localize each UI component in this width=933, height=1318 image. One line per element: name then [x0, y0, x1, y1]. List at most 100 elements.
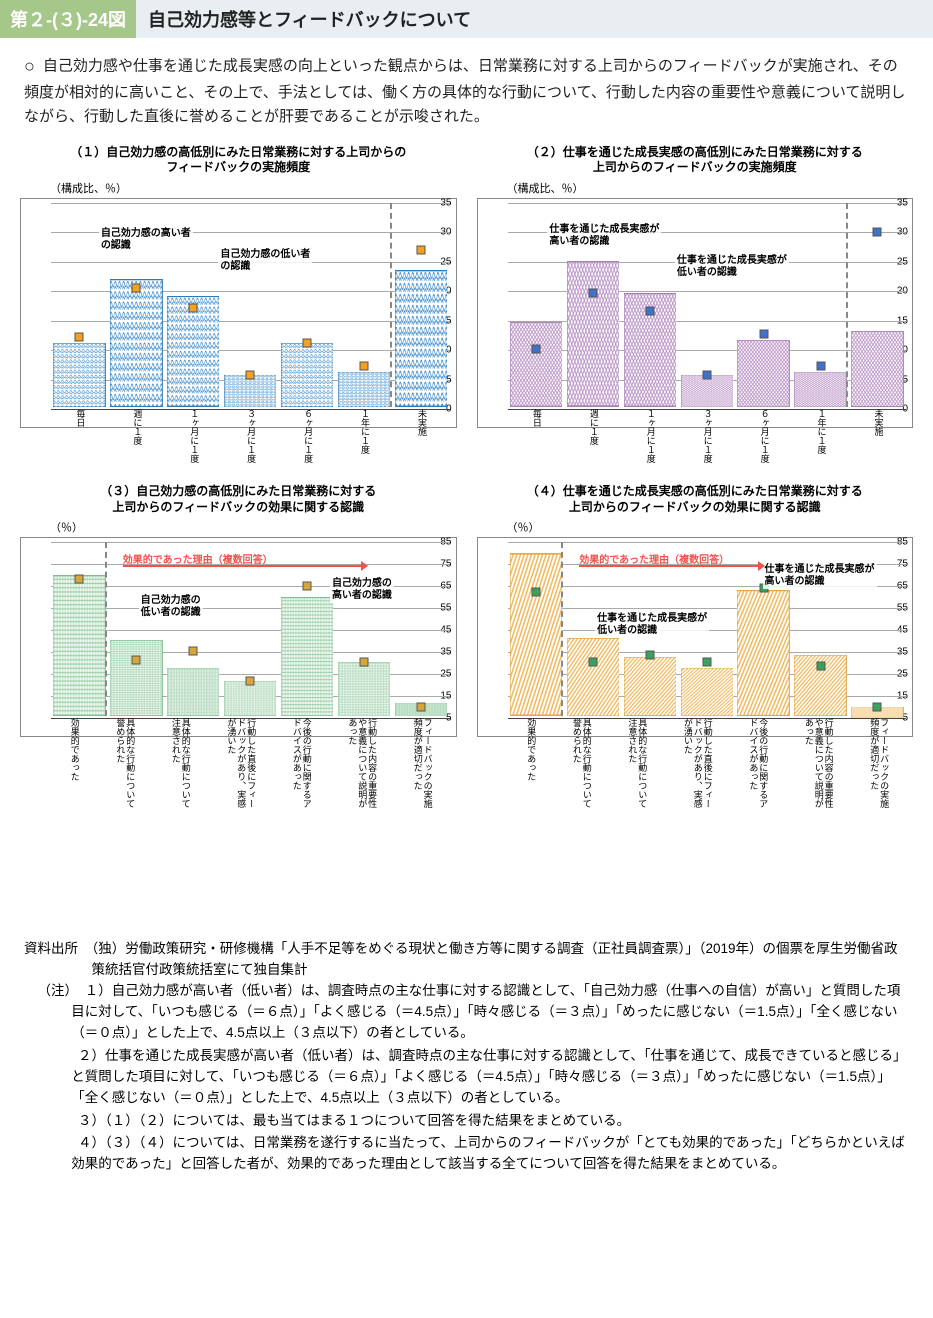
annotation: 自己効力感の高い者の認識: [99, 227, 193, 253]
x-label: 毎日: [531, 409, 541, 469]
marker: [873, 703, 882, 712]
marker: [531, 344, 540, 353]
annotation: 仕事を通じた成長実感が低い者の認識: [675, 254, 789, 280]
x-label: 具体的な行動について誉められた: [571, 718, 591, 808]
x-label: 行動した直後にフィードバックがあり、実感が湧いた: [226, 718, 256, 808]
x-label: 週に１度: [588, 409, 598, 469]
bar: [224, 681, 276, 716]
marker: [246, 370, 255, 379]
bar: [53, 575, 105, 716]
x-label: 具体的な行動について注意された: [627, 718, 647, 808]
x-label: フィードバックの実施頻度が適切だった: [412, 718, 432, 808]
intro-text: ○自己効力感や仕事を通じた成長実感の向上といった観点からは、日常業務に対する上司…: [0, 38, 933, 137]
x-label: １年に１度: [816, 409, 826, 469]
marker: [360, 657, 369, 666]
figure-number: 第２-(３)-24図: [0, 0, 136, 38]
bar: [110, 640, 162, 716]
bar: [737, 590, 789, 716]
marker: [189, 303, 198, 312]
marker: [360, 362, 369, 371]
bar: [167, 296, 219, 407]
x-label: 今後の行動に関するアドバイスがあった: [291, 718, 311, 808]
note-2: ２）仕事を通じた成長実感が高い者（低い者）は、調査時点の主な仕事に対する認識とし…: [71, 1046, 909, 1109]
x-label: ３ヶ月に１度: [702, 409, 712, 469]
marker: [759, 330, 768, 339]
red-arrow-label: 効果的であった理由（複数回答）: [579, 551, 729, 566]
chart-3: （３）自己効力感の高低別にみた日常業務に対する上司からのフィードバックの効果に関…: [20, 484, 457, 829]
annotation: 仕事を通じた成長実感が高い者の認識: [763, 563, 877, 589]
charts-grid: （１）自己効力感の高低別にみた日常業務に対する上司からのフィードバックの実施頻度…: [0, 137, 933, 837]
x-label: ６ヶ月に１度: [302, 409, 312, 469]
chart-1: （１）自己効力感の高低別にみた日常業務に対する上司からのフィードバックの実施頻度…: [20, 145, 457, 474]
x-label: 未実施: [416, 409, 426, 469]
chart-ylabel: （％）: [507, 519, 914, 535]
bar: [167, 668, 219, 716]
note-4: ４）（３）（４）については、日常業務を遂行するに当たって、上司からのフィードバッ…: [71, 1133, 909, 1175]
marker: [531, 588, 540, 597]
x-label: １ヶ月に１度: [188, 409, 198, 469]
x-label: 具体的な行動について誉められた: [114, 718, 134, 808]
chart-ylabel: （構成比、％）: [50, 180, 457, 196]
x-label: ３ヶ月に１度: [245, 409, 255, 469]
chart-ylabel: （構成比、％）: [507, 180, 914, 196]
bar: [567, 261, 619, 407]
bar: [510, 553, 562, 716]
marker: [645, 651, 654, 660]
bar: [737, 340, 789, 407]
marker: [416, 245, 425, 254]
bar: [338, 662, 390, 716]
marker: [645, 306, 654, 315]
bar: [624, 657, 676, 716]
x-label: 行動した内容の重要性や意義について説明があった: [803, 718, 833, 808]
bar: [851, 331, 903, 407]
bar: [567, 638, 619, 716]
x-label: 行動した内容の重要性や意義について説明があった: [346, 718, 376, 808]
bar: [338, 372, 390, 407]
x-label: フィードバックの実施頻度が適切だった: [868, 718, 888, 808]
figure-title: 自己効力感等とフィードバックについて: [136, 0, 933, 38]
x-label: 効果的であった: [525, 718, 535, 808]
annotation: 自己効力感の高い者の認識: [330, 577, 394, 603]
marker: [246, 677, 255, 686]
bar: [53, 343, 105, 407]
marker: [588, 289, 597, 298]
x-label: 未実施: [873, 409, 883, 469]
note-1: （注） １）自己効力感が高い者（低い者）は、調査時点の主な仕事に対する認識として…: [71, 981, 909, 1044]
x-label: ６ヶ月に１度: [759, 409, 769, 469]
figure-header: 第２-(３)-24図 自己効力感等とフィードバックについて: [0, 0, 933, 38]
marker: [588, 657, 597, 666]
marker: [702, 657, 711, 666]
marker: [75, 333, 84, 342]
bar: [281, 597, 333, 717]
bar: [281, 343, 333, 407]
marker: [189, 646, 198, 655]
marker: [132, 283, 141, 292]
bullet-circle: ○: [24, 56, 35, 76]
annotation: 自己効力感の低い者の認識: [218, 248, 312, 274]
marker: [702, 370, 711, 379]
chart-title: （２）仕事を通じた成長実感の高低別にみた日常業務に対する上司からのフィードバック…: [477, 145, 914, 176]
chart-ylabel: （％）: [50, 519, 457, 535]
intro-body: 自己効力感や仕事を通じた成長実感の向上といった観点からは、日常業務に対する上司か…: [24, 57, 905, 124]
annotation: 仕事を通じた成長実感が低い者の認識: [595, 612, 709, 638]
bar: [395, 270, 447, 407]
bar: [510, 322, 562, 407]
x-label: 行動した直後にフィードバックがあり、実感が湧いた: [682, 718, 712, 808]
x-label: １ヶ月に１度: [645, 409, 655, 469]
marker: [816, 362, 825, 371]
chart-2: （２）仕事を通じた成長実感の高低別にみた日常業務に対する上司からのフィードバック…: [477, 145, 914, 474]
x-label: 今後の行動に関するアドバイスがあった: [747, 718, 767, 808]
marker: [303, 338, 312, 347]
x-label: 毎日: [75, 409, 85, 469]
source-line: 資料出所 （独）労働政策研究・研修機構「人手不足等をめぐる現状と働き方等に関する…: [24, 939, 909, 981]
annotation: 自己効力感の低い者の認識: [139, 594, 203, 620]
marker: [873, 228, 882, 237]
source-block: 資料出所 （独）労働政策研究・研修機構「人手不足等をめぐる現状と働き方等に関する…: [0, 925, 933, 1187]
bar: [681, 668, 733, 716]
chart-title: （４）仕事を通じた成長実感の高低別にみた日常業務に対する上司からのフィードバック…: [477, 484, 914, 515]
note-3: ３）（１）（２）については、最も当てはまる１つについて回答を得た結果をまとめてい…: [71, 1111, 909, 1132]
notes: （注） １）自己効力感が高い者（低い者）は、調査時点の主な仕事に対する認識として…: [24, 981, 909, 1175]
marker: [75, 575, 84, 584]
x-label: 週に１度: [131, 409, 141, 469]
bar: [110, 279, 162, 407]
